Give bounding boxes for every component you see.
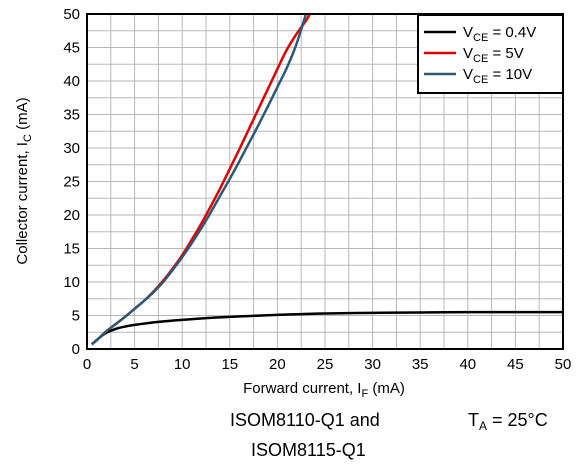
y-tick-label: 5	[72, 308, 80, 325]
x-tick-label: 25	[317, 356, 334, 373]
x-tick-label: 45	[507, 356, 524, 373]
y-tick-label: 0	[72, 341, 80, 358]
y-tick-label: 50	[63, 6, 80, 23]
x-tick-label: 15	[221, 356, 238, 373]
legend-label-vce-5v: VCE = 5V	[463, 45, 524, 65]
legend-label-vce-0-4v: VCE = 0.4V	[463, 24, 536, 44]
x-tick-label: 50	[555, 356, 572, 373]
tick-labels: 0 5 10 15 20 25 30 35 40 45 50 0 5 10 15 20 25 30 35 40 45 50	[63, 6, 571, 373]
x-tick-label: 10	[174, 356, 191, 373]
x-tick-label: 35	[412, 356, 429, 373]
y-tick-label: 40	[63, 73, 80, 90]
temperature-caption: TA = 25°C	[468, 410, 548, 433]
y-tick-label: 25	[63, 174, 80, 191]
x-tick-label: 5	[130, 356, 138, 373]
series-layer	[90, 13, 563, 346]
series-line-vce-0-4v	[90, 310, 563, 346]
chart-svg: 0 5 10 15 20 25 30 35 40 45 50 0 5 10 15 20 25 30 35 40 45 50…	[14, 6, 571, 400]
device-caption-line1: ISOM8110-Q1 and	[230, 410, 380, 430]
y-tick-label: 35	[63, 107, 80, 124]
x-axis-label: Forward current, IF (mA)	[243, 380, 405, 400]
y-tick-label: 15	[63, 241, 80, 258]
y-tick-label: 10	[63, 274, 80, 291]
legend: VCE = 0.4V VCE = 5V VCE = 10V	[417, 14, 564, 94]
y-axis-label: Collector current, IC (mA)	[14, 97, 34, 264]
x-tick-label: 0	[83, 356, 91, 373]
x-tick-label: 40	[459, 356, 476, 373]
legend-label-vce-10v: VCE = 10V	[463, 66, 532, 86]
series-line-vce-10v	[90, 13, 308, 346]
x-tick-label: 20	[269, 356, 286, 373]
y-tick-label: 20	[63, 207, 80, 224]
y-tick-label: 45	[63, 40, 80, 57]
x-tick-label: 30	[364, 356, 381, 373]
device-caption-line2: ISOM8115-Q1	[251, 440, 366, 460]
y-tick-label: 30	[63, 140, 80, 157]
plot-frame	[86, 13, 564, 350]
